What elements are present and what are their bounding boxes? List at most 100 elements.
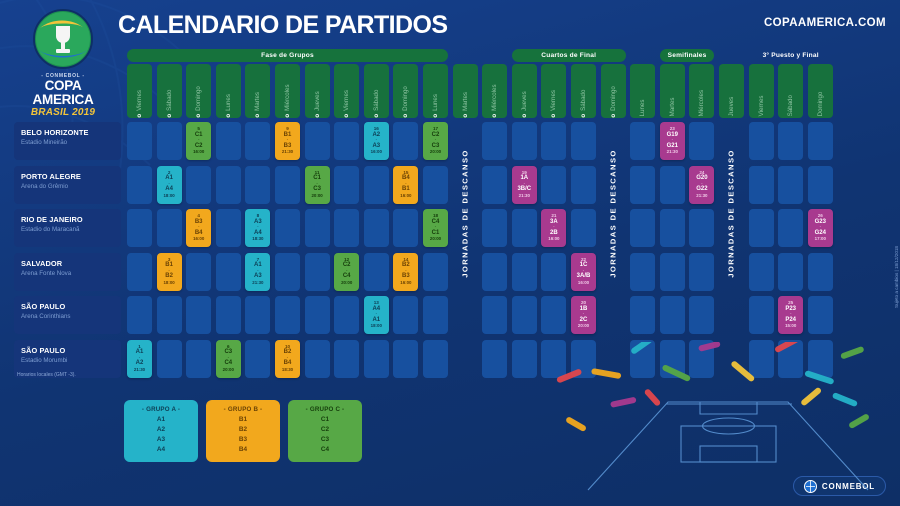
empty-slot [245,165,271,204]
match-team-2: C3 [431,142,440,149]
match-kickoff-time: 18:30 [252,236,264,242]
match-team-1: C1 [313,175,321,182]
copa-america-logo: - CONMEBOL - COPA AMERICA BRASIL 2019 [15,8,111,118]
date-day: 16 Junio [195,114,202,118]
empty-slot [186,165,212,204]
match-card[interactable]: 7 A1- A3 21:30 [245,252,271,291]
empty-slot [571,209,596,247]
venue-city: PORTO ALEGRE [21,171,81,181]
match-card[interactable]: 14 B2- B3 16:00 [393,252,419,291]
match-card[interactable]: 24 G20- G22 21:30 [689,165,715,204]
empty-slot [541,252,567,291]
legend-group-team: B4 [238,446,248,453]
match-card[interactable]: 11 C1- C3 20:00 [304,165,330,204]
empty-slot [630,165,656,204]
match-card[interactable]: 13 A4- A1 18:00 [363,296,389,334]
match-team-2: 2B [550,229,558,236]
empty-slot [245,296,271,334]
match-card[interactable]: 12 C2- C4 20:00 [334,252,360,291]
match-card[interactable]: 9 B1- B3 21:30 [275,122,300,160]
date-column-12: 25 JunioMartes [452,64,478,118]
empty-slot [659,252,685,291]
match-card[interactable]: 18 C4- C1 20:00 [423,209,448,247]
match-team-1: B1 [165,262,173,269]
match-card[interactable]: 20 1B -2C 20:00 [571,296,596,334]
match-vs-separator: - [553,224,555,230]
match-card[interactable]: 21 3A -2B 16:00 [541,209,567,247]
match-vs-separator: - [286,354,289,360]
match-card[interactable]: 16 A2- A3 16:00 [363,122,389,160]
match-team-2: B3 [402,273,410,280]
date-day: 26 Junio [491,114,498,118]
match-team-2: B4 [283,360,292,367]
match-vs-separator: - [316,180,318,186]
match-card[interactable]: 3 B1- B2 18:00 [156,252,182,291]
match-team-1: A1 [254,262,262,269]
empty-slot [511,252,537,291]
match-vs-separator: - [523,180,526,186]
date-day: 15 Junio [166,114,173,118]
match-kickoff-time: 16:00 [400,279,412,285]
date-day: 24 Junio [432,114,439,118]
match-kickoff-time: 18:00 [163,279,175,285]
empty-slot [275,165,300,204]
empty-slot [807,252,833,291]
date-column-22: 5 JulioViernes [748,64,774,118]
match-team-1: B4 [402,175,410,182]
empty-slot [482,296,508,334]
empty-slot [748,165,774,204]
logo-conmebol-text: - CONMEBOL - [41,73,85,79]
empty-slot [630,296,656,334]
date-weekday: Sábado [580,89,587,111]
empty-slot [482,252,508,291]
date-day: 29 Junio [580,114,587,118]
empty-slot [689,296,715,334]
date-column-6: 19 Junio Miércoles [275,64,300,118]
match-number: 2 [167,169,171,175]
legend-group-team: A1 [156,416,166,423]
match-card[interactable]: 10 B2- B4 18:30 [275,339,300,378]
match-number: 16 [373,126,379,132]
empty-slot [571,122,596,160]
match-card[interactable]: 25 P23- P24 15:00 [778,296,804,334]
venue-row-6: SÃO PAULO Estadio Morumbi [14,339,121,378]
match-team-1: C2 [431,131,440,138]
legend-group-team: B3 [238,436,248,443]
match-vs-separator: - [227,354,230,360]
match-card[interactable]: 17 C2- C3 20:00 [423,122,448,160]
phase-banner-label: 3° Puesto y Final [762,52,819,59]
match-team-2: 3A/B [576,273,591,280]
empty-slot [393,339,419,378]
match-team-1: A1 [135,349,144,356]
match-card[interactable]: 26 G23- G24 17:00 [807,209,833,247]
empty-slot [748,252,774,291]
rest-days-label: JORNADAS DE DESCANSO [727,148,737,278]
venue-stadium: Estadio Morumbi [21,356,68,364]
rest-days-band-3: JORNADAS DE DESCANSO [719,64,744,362]
match-card[interactable]: 6 C3- C4 20:00 [215,339,241,378]
match-team-1: G20 [696,175,708,182]
match-card[interactable]: 1 A1- A2 21:30 [127,339,152,378]
logo-name: COPA AMERICA [32,78,94,107]
match-card[interactable]: 15 B4- B1 16:00 [393,165,419,204]
match-card[interactable]: 19 1A -3B/C 21:30 [511,165,537,204]
match-number: 18 [432,213,439,219]
date-day: 27 Junio [521,114,528,118]
match-team-2: C4 [342,273,351,280]
match-team-1: A3 [254,218,262,225]
match-vs-separator: - [582,267,585,273]
date-day: 28 Junio [550,114,557,118]
match-card[interactable]: 4 B3- B4 16:00 [186,209,212,247]
empty-slot [127,122,152,160]
match-card[interactable]: 8 A3- A4 18:30 [245,209,271,247]
match-card[interactable]: 5 C1- C2 16:00 [186,122,212,160]
match-team-1: 1C [579,262,588,269]
match-card[interactable]: 22 1C -3A/B 16:00 [571,252,596,291]
match-team-2: B1 [402,186,410,193]
match-kickoff-time: 21:30 [696,192,708,198]
match-card[interactable]: 2 A1- A4 18:00 [156,165,182,204]
match-card[interactable]: 23 G19- G21 21:30 [659,122,685,160]
match-kickoff-time: 20:00 [577,323,590,329]
date-weekday: Domingo [402,86,410,111]
match-number: 7 [256,256,260,262]
